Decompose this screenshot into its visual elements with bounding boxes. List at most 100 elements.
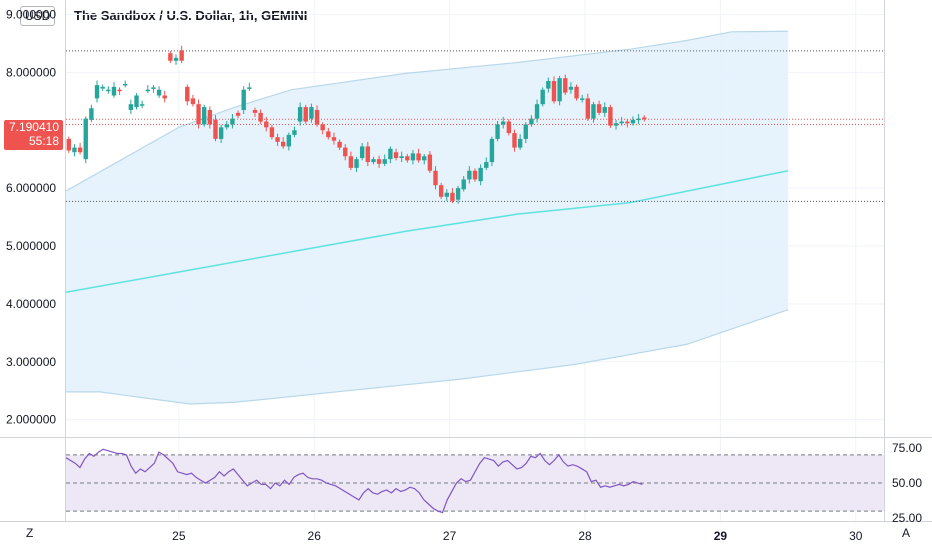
candle-body [247,87,252,89]
candle-body [309,107,314,119]
bar-countdown: 55:18 [28,134,59,148]
rsi-line [65,448,643,514]
candle-body [501,121,506,125]
candle-body [123,83,128,86]
candle-body [455,188,461,200]
candle-body [241,89,246,110]
candle-body [139,104,145,106]
price-tick-label: 4.000000 [6,297,56,311]
candle-body [269,127,275,138]
candle-body [642,117,647,120]
candle-body [427,154,433,171]
candle-body [461,179,466,190]
candle-body [348,156,354,168]
candle-body [100,86,105,89]
candle-body [258,112,263,122]
candle-body [371,159,376,163]
currency-badge[interactable]: USD [20,6,56,26]
candle-body [585,98,591,119]
time-tick-label: 25 [172,529,186,543]
candle-body [286,134,292,147]
candle-body [574,86,579,99]
rsi-pane[interactable] [65,448,884,514]
candle-body [337,141,342,148]
candle-body [106,89,111,92]
chart-title: The Sandbox / U.S. Dollar, 1h, GEMINI [74,8,308,23]
candle-body [591,104,596,119]
candle-body [523,124,528,139]
candle-body [636,118,641,121]
candle-body [608,107,613,126]
candle-body [213,119,218,139]
candle-body [224,124,229,128]
time-tick-label: 26 [308,529,322,543]
candle-body [111,86,117,96]
price-tick-label: 3.000000 [6,355,56,369]
price-levels [66,50,884,202]
candle-body [484,162,489,168]
rsi-tick-label: 75.00 [892,441,922,455]
candle-body [450,192,455,201]
candle-body [388,148,393,160]
candle-body [540,89,545,105]
candle-body [382,159,387,164]
candle-body [331,137,337,141]
band-fill [66,31,789,405]
candle-body [303,107,308,122]
candle-body [472,170,478,180]
candle-body [478,167,483,182]
candle-body [252,109,258,113]
candle-body [495,124,500,139]
candle-body [202,107,207,125]
candle-body [359,146,365,159]
candle-body [405,156,410,161]
candle-body [66,138,72,151]
candle-body [145,89,150,92]
candlestick-series[interactable] [66,45,647,204]
candle-body [185,86,190,102]
candle-body [613,123,619,126]
time-tick-label: 27 [443,529,457,543]
candle-body [534,104,540,119]
candle-body [83,118,88,160]
candle-body [162,95,167,99]
candle-body [168,53,173,61]
candle-body [218,127,224,139]
candle-body [630,119,636,124]
candle-body [264,121,269,128]
candle-body [275,137,280,142]
candle-body [467,170,472,180]
candle-body [89,108,94,120]
time-tick-label: 28 [578,529,592,543]
time-tick-label: 30 [849,529,863,543]
candle-body [625,121,630,124]
candle-body [489,138,495,163]
candle-body [579,98,585,100]
rsi-tick-label: 50.00 [892,476,922,490]
candle-body [196,104,201,125]
candle-body [433,170,438,186]
candle-body [602,107,607,113]
candle-body [292,130,297,135]
candle-body [517,138,523,148]
candle-body [376,159,382,164]
candle-body [422,156,427,161]
band-upper-line [65,30,789,192]
candle-body [410,153,416,161]
last-price-tag: 7.190410 55:18 [4,120,63,150]
candle-body [207,109,213,125]
candle-body [94,85,100,99]
last-price: 7.190410 [8,120,59,134]
zoom-button[interactable]: Z [26,526,34,540]
auto-scale-button[interactable]: A [902,526,911,540]
candle-body [297,107,303,122]
candle-body [280,141,286,147]
candle-body [512,133,517,148]
band-indicator [65,30,789,405]
candle-body [551,81,557,102]
price-tick-label: 8.000000 [6,65,56,79]
candle-body [190,98,196,105]
candle-body [134,95,139,108]
